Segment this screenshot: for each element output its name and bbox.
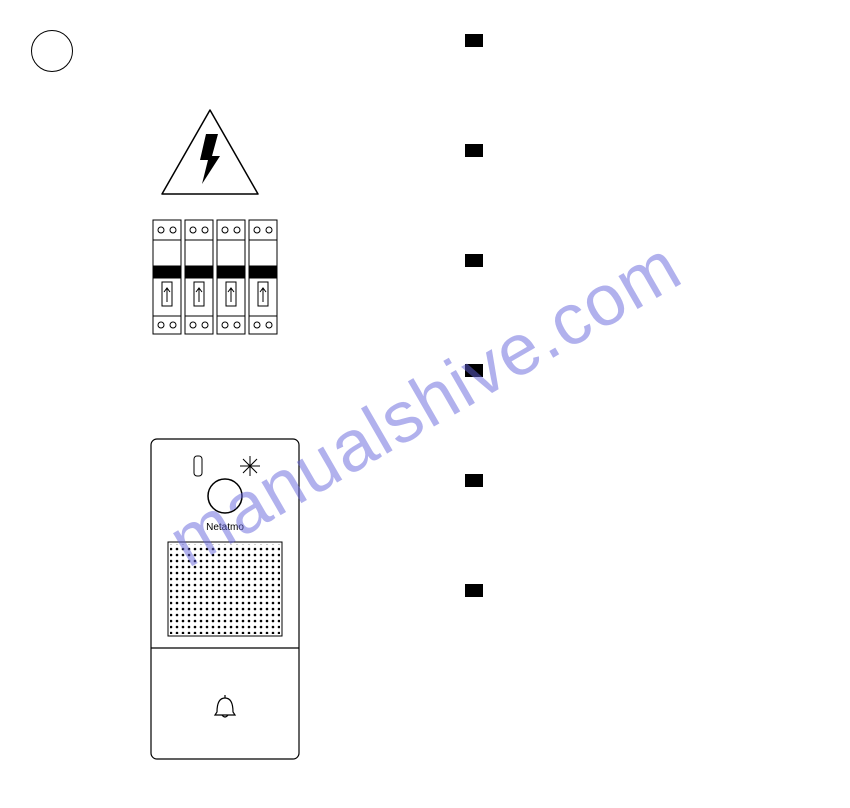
right-column-list — [465, 32, 815, 692]
bullet-icon — [465, 364, 483, 377]
bullet-icon — [465, 474, 483, 487]
bullet-icon — [465, 254, 483, 267]
bullet-icon — [465, 34, 483, 47]
list-item — [465, 472, 815, 487]
doorbell-brand-label: Netatmo — [206, 522, 244, 533]
circuit-breaker-icon — [150, 216, 280, 336]
list-item — [465, 142, 815, 157]
list-item — [465, 252, 815, 267]
doorbell-device-icon: Netatmo — [150, 438, 300, 760]
page-number-circle — [31, 30, 73, 72]
bullet-icon — [465, 144, 483, 157]
list-item — [465, 32, 815, 47]
list-item — [465, 362, 815, 377]
bullet-icon — [465, 584, 483, 597]
list-item — [465, 582, 815, 597]
warning-icon — [160, 108, 260, 198]
